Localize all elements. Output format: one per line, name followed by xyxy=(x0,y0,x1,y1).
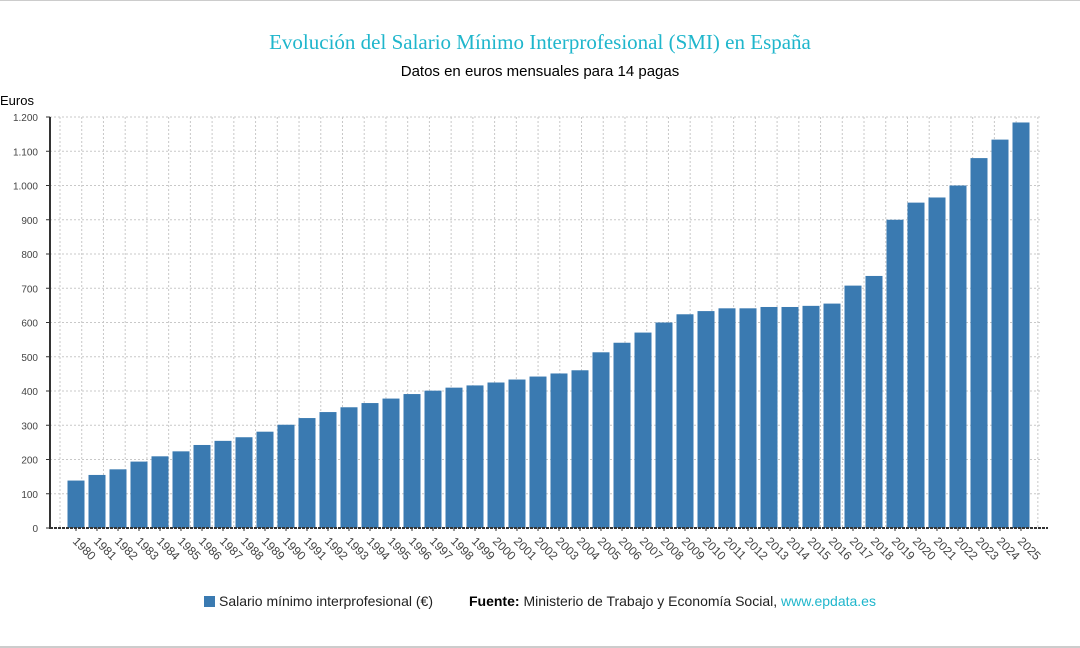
x-tick-label: 1980 xyxy=(70,534,99,563)
legend-label: Salario mínimo interprofesional (€) xyxy=(219,593,433,609)
bar-1984 xyxy=(151,456,169,528)
source-prefix: Fuente: xyxy=(468,593,520,609)
y-tick-label: 800 xyxy=(21,250,38,261)
y-tick-label: 500 xyxy=(21,353,38,364)
bar-1985 xyxy=(172,451,190,528)
bar-2021 xyxy=(928,197,946,529)
y-tick-label: 200 xyxy=(21,456,38,467)
bar-1990 xyxy=(277,424,295,528)
bar-2008 xyxy=(655,322,673,528)
bar-1998 xyxy=(445,387,463,528)
bar-1996 xyxy=(403,394,421,528)
y-tick-label: 300 xyxy=(21,421,38,432)
bar-1992 xyxy=(319,412,337,528)
bar-2002 xyxy=(529,376,547,528)
y-tick-label: 100 xyxy=(21,490,38,501)
bar-2009 xyxy=(676,314,694,528)
y-tick-label: 900 xyxy=(21,216,38,227)
bar-2004 xyxy=(571,370,589,528)
bar-2025 xyxy=(1012,122,1030,528)
bar-chart: 0 100 200 300 400 500 600 700 800 900 1.000 1.100 1.… xyxy=(13,113,1048,563)
bar-1986 xyxy=(193,444,211,528)
bar-1982 xyxy=(109,469,127,528)
bar-1997 xyxy=(424,390,442,528)
bar-2017 xyxy=(844,285,862,528)
bar-2001 xyxy=(508,379,526,528)
bar-2018 xyxy=(865,275,883,528)
y-tick-label: 700 xyxy=(21,284,38,295)
frame-bottom-border xyxy=(0,646,1080,648)
bar-1981 xyxy=(88,474,106,528)
bar-1999 xyxy=(466,385,484,528)
chart-title: Evolución del Salario Mínimo Interprofes… xyxy=(269,30,811,54)
y-tick-label: 1.200 xyxy=(13,113,38,124)
y-tick-label: 600 xyxy=(21,319,38,330)
bar-2024 xyxy=(991,139,1009,529)
bar-1994 xyxy=(361,403,379,528)
bar-2019 xyxy=(886,219,904,528)
bar-2013 xyxy=(760,306,778,528)
y-tick-label: 1.100 xyxy=(13,147,38,158)
bar-1989 xyxy=(256,431,274,528)
source-note: Fuente: Ministerio de Trabajo y Economía… xyxy=(469,593,876,609)
y-tick-label: 1.000 xyxy=(13,182,38,193)
bar-2005 xyxy=(592,352,610,528)
bar-2011 xyxy=(718,308,736,528)
y-axis-label: Euros xyxy=(0,93,34,108)
bar-2020 xyxy=(907,202,925,528)
bar-2012 xyxy=(739,308,757,528)
bar-1983 xyxy=(130,461,148,528)
bar-2006 xyxy=(613,342,631,528)
bar-1993 xyxy=(340,407,358,528)
legend: Salario mínimo interprofesional (€) Fuen… xyxy=(204,593,876,609)
source-text: Ministerio de Trabajo y Economía Social, xyxy=(523,593,778,609)
bar-2016 xyxy=(823,303,841,528)
bar-1988 xyxy=(235,437,253,528)
bar-2003 xyxy=(550,373,568,528)
bar-1991 xyxy=(298,418,316,528)
y-tick-label: 400 xyxy=(21,387,38,398)
y-tick-label: 0 xyxy=(32,524,38,535)
bar-2014 xyxy=(781,306,799,528)
bar-2007 xyxy=(634,332,652,528)
bar-1995 xyxy=(382,398,400,528)
chart-subtitle: Datos en euros mensuales para 14 pagas xyxy=(400,63,680,80)
bar-2023 xyxy=(970,158,988,528)
bar-1980 xyxy=(67,480,85,528)
legend-swatch xyxy=(204,595,215,607)
bar-2000 xyxy=(487,382,505,528)
bar-1987 xyxy=(214,440,232,528)
bar-2015 xyxy=(802,305,820,528)
frame-top-border xyxy=(0,0,1080,1)
bar-2022 xyxy=(949,185,967,528)
source-link[interactable]: www.epdata.es xyxy=(781,593,876,609)
bar-2010 xyxy=(697,311,715,528)
